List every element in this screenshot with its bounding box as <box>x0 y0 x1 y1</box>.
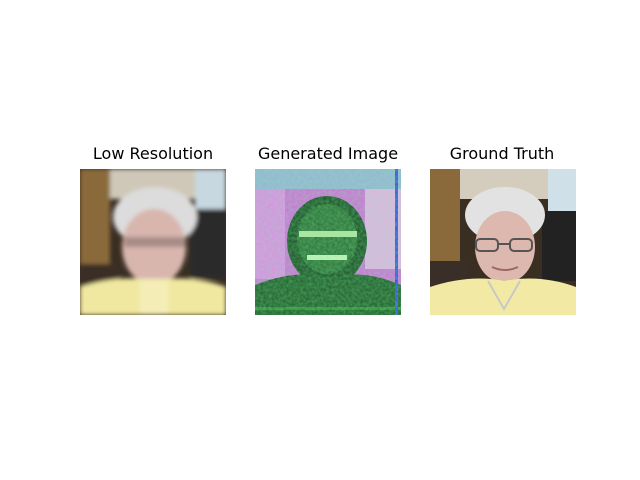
low-resolution-photo <box>80 169 226 315</box>
ground-truth-image <box>430 169 576 315</box>
generated-photo <box>255 169 401 315</box>
panel-title-generated-image: Generated Image <box>257 144 399 163</box>
generated-image <box>255 169 401 315</box>
panel-title-ground-truth: Ground Truth <box>449 144 555 163</box>
panel-title-low-resolution: Low Resolution <box>92 144 214 163</box>
low-resolution-image <box>80 169 226 315</box>
ground-truth-photo <box>430 169 576 315</box>
